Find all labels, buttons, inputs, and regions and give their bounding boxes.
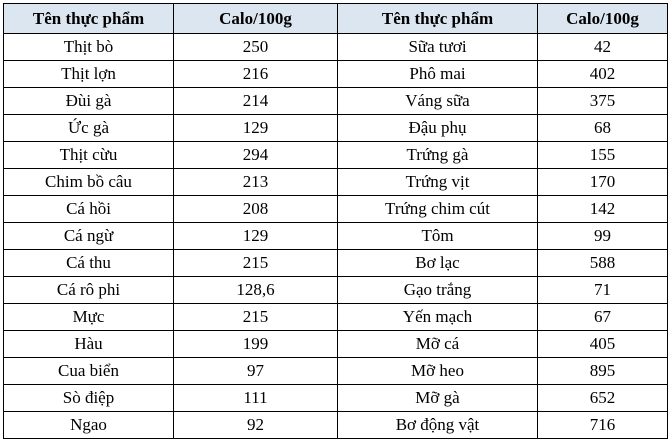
- food-name-cell: Mỡ gà: [337, 384, 538, 412]
- food-name-cell: Phô mai: [337, 60, 538, 88]
- calorie-cell: 294: [173, 141, 338, 169]
- header-cell: Tên thực phẩm: [3, 3, 174, 34]
- food-name-cell: Cá hồi: [3, 195, 174, 223]
- food-name-cell: Cá thu: [3, 249, 174, 277]
- calorie-cell: 215: [173, 303, 338, 331]
- table-row: Cá rô phi 128,6 Gạo trắng 71: [3, 276, 668, 304]
- header-row: Tên thực phẩm Calo/100g Tên thực phẩm Calo/…: [3, 3, 668, 34]
- calorie-cell: 402: [537, 60, 668, 88]
- calorie-cell: 716: [537, 411, 668, 439]
- calorie-cell: 170: [537, 168, 668, 196]
- food-name-cell: Thịt bò: [3, 33, 174, 61]
- calorie-cell: 216: [173, 60, 338, 88]
- table-row: Hàu 199 Mỡ cá 405: [3, 330, 668, 358]
- calorie-cell: 97: [173, 357, 338, 385]
- table-row: Thịt bò 250 Sữa tươi 42: [3, 33, 668, 61]
- food-name-cell: Chim bồ câu: [3, 168, 174, 196]
- calorie-cell: 250: [173, 33, 338, 61]
- calorie-cell: 111: [173, 384, 338, 412]
- food-name-cell: Mỡ cá: [337, 330, 538, 358]
- calorie-cell: 652: [537, 384, 668, 412]
- food-name-cell: Trứng chim cút: [337, 195, 538, 223]
- food-name-cell: Ức gà: [3, 114, 174, 142]
- food-name-cell: Cua biển: [3, 357, 174, 385]
- calorie-cell: 208: [173, 195, 338, 223]
- calorie-cell: 199: [173, 330, 338, 358]
- calorie-cell: 42: [537, 33, 668, 61]
- table-row: Chim bồ câu 213 Trứng vịt 170: [3, 168, 668, 196]
- calorie-cell: 214: [173, 87, 338, 115]
- food-calorie-table: Tên thực phẩm Calo/100g Tên thực phẩm Calo/…: [3, 3, 668, 439]
- calorie-cell: 588: [537, 249, 668, 277]
- food-name-cell: Cá ngừ: [3, 222, 174, 250]
- calorie-cell: 142: [537, 195, 668, 223]
- calorie-cell: 375: [537, 87, 668, 115]
- calorie-cell: 128,6: [173, 276, 338, 304]
- calorie-cell: 71: [537, 276, 668, 304]
- food-name-cell: Cá rô phi: [3, 276, 174, 304]
- table-row: Thịt lợn 216 Phô mai 402: [3, 60, 668, 88]
- food-name-cell: Mực: [3, 303, 174, 331]
- food-name-cell: Gạo trắng: [337, 276, 538, 304]
- table-row: Cá ngừ 129 Tôm 99: [3, 222, 668, 250]
- table-row: Mực 215 Yến mạch 67: [3, 303, 668, 331]
- calorie-cell: 67: [537, 303, 668, 331]
- header-cell: Calo/100g: [173, 3, 338, 34]
- header-cell: Calo/100g: [537, 3, 668, 34]
- food-name-cell: Đậu phụ: [337, 114, 538, 142]
- food-name-cell: Tôm: [337, 222, 538, 250]
- calorie-cell: 68: [537, 114, 668, 142]
- food-name-cell: Sò điệp: [3, 384, 174, 412]
- table-row: Thịt cừu 294 Trứng gà 155: [3, 141, 668, 169]
- food-name-cell: Trứng vịt: [337, 168, 538, 196]
- calorie-cell: 129: [173, 114, 338, 142]
- food-name-cell: Mỡ heo: [337, 357, 538, 385]
- calorie-cell: 155: [537, 141, 668, 169]
- food-name-cell: Ngao: [3, 411, 174, 439]
- calorie-cell: 215: [173, 249, 338, 277]
- calorie-cell: 405: [537, 330, 668, 358]
- food-name-cell: Thịt cừu: [3, 141, 174, 169]
- food-name-cell: Bơ động vật: [337, 411, 538, 439]
- food-name-cell: Yến mạch: [337, 303, 538, 331]
- table-row: Cá hồi 208 Trứng chim cút 142: [3, 195, 668, 223]
- calorie-cell: 213: [173, 168, 338, 196]
- food-name-cell: Sữa tươi: [337, 33, 538, 61]
- table-row: Ngao 92 Bơ động vật 716: [3, 411, 668, 439]
- calorie-cell: 92: [173, 411, 338, 439]
- calorie-cell: 99: [537, 222, 668, 250]
- food-name-cell: Váng sữa: [337, 87, 538, 115]
- food-name-cell: Trứng gà: [337, 141, 538, 169]
- table-row: Đùi gà 214 Váng sữa 375: [3, 87, 668, 115]
- header-cell: Tên thực phẩm: [337, 3, 538, 34]
- calorie-cell: 895: [537, 357, 668, 385]
- table-row: Ức gà 129 Đậu phụ 68: [3, 114, 668, 142]
- table-row: Cua biển 97 Mỡ heo 895: [3, 357, 668, 385]
- food-name-cell: Thịt lợn: [3, 60, 174, 88]
- table-row: Sò điệp 111 Mỡ gà 652: [3, 384, 668, 412]
- food-name-cell: Bơ lạc: [337, 249, 538, 277]
- food-name-cell: Hàu: [3, 330, 174, 358]
- table-row: Cá thu 215 Bơ lạc 588: [3, 249, 668, 277]
- table-body: Thịt bò 250 Sữa tươi 42 Thịt lợn 216 Phô mai 40…: [3, 33, 668, 439]
- food-name-cell: Đùi gà: [3, 87, 174, 115]
- calorie-cell: 129: [173, 222, 338, 250]
